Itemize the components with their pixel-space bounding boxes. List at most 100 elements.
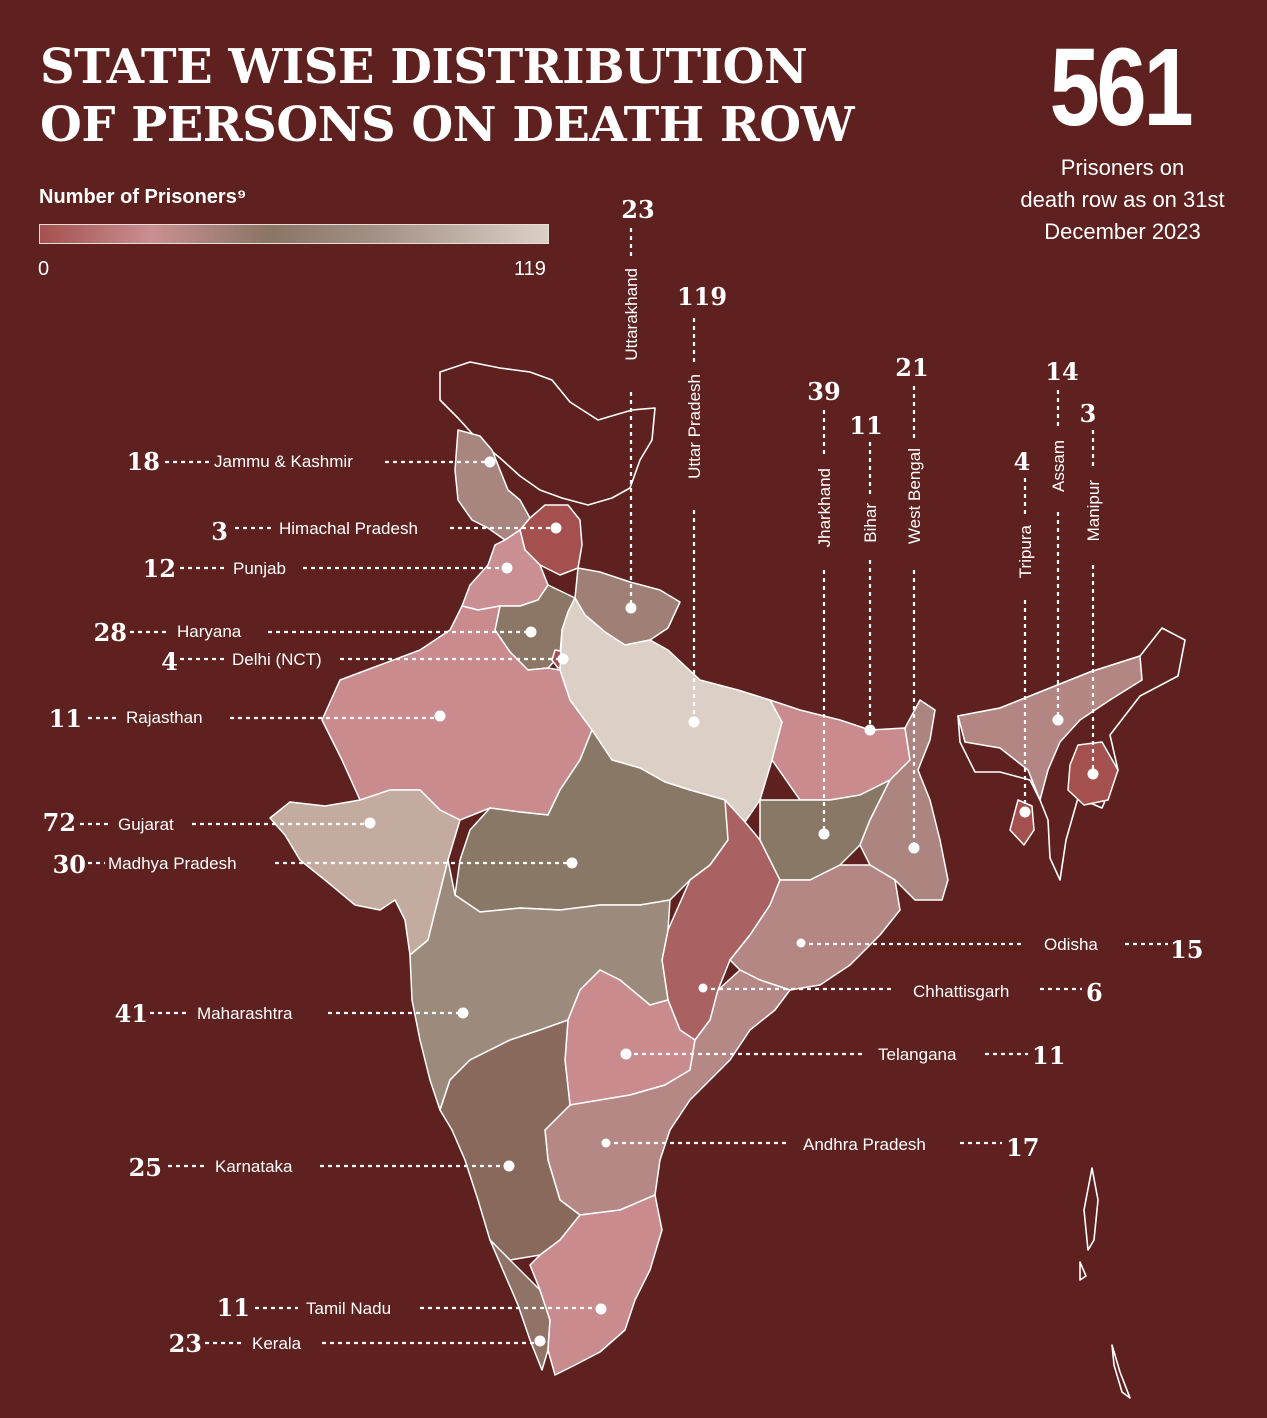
value-telangana: 11 [1032, 1041, 1065, 1070]
marker-assam [1052, 714, 1064, 726]
state-jammu-kashmir [454, 429, 531, 541]
marker-rajasthan [434, 710, 446, 722]
label-tripura: Tripura [1016, 524, 1035, 578]
value-kerala: 23 [169, 1329, 202, 1358]
marker-karnataka [503, 1160, 515, 1172]
state-assam [957, 655, 1143, 801]
state-gujarat [269, 789, 461, 956]
marker-punjab [501, 562, 513, 574]
label-jharkhand: Jharkhand [815, 468, 834, 547]
total-prisoners-value: 561 [1049, 26, 1194, 149]
state-labels: 18 Jammu & Kashmir 3 Himachal Pradesh 12… [43, 195, 1204, 1358]
label-assam: Assam [1049, 440, 1068, 492]
label-maharashtra: Maharashtra [197, 1004, 293, 1023]
label-manipur: Manipur [1084, 480, 1103, 542]
marker-uttar-pradesh [688, 716, 700, 728]
label-delhi: Delhi (NCT) [232, 650, 322, 669]
legend-title: Number of Prisoners⁹ [39, 186, 247, 208]
marker-maharashtra [457, 1007, 469, 1019]
marker-tripura [1019, 806, 1031, 818]
label-chhattisgarh: Chhattisgarh [913, 982, 1009, 1001]
value-madhya-pradesh: 30 [53, 850, 86, 879]
legend-min-label: 0 [38, 258, 50, 280]
value-andhra-pradesh: 17 [1006, 1133, 1039, 1162]
state-andhra-pradesh [544, 969, 791, 1216]
label-haryana: Haryana [177, 622, 242, 641]
label-tamil-nadu: Tamil Nadu [306, 1299, 391, 1318]
marker-west-bengal [908, 842, 920, 854]
state-markers [364, 456, 1099, 1347]
page-title: STATE WISE DISTRIBUTION OF PERSONS ON DE… [40, 38, 920, 154]
title-line-2: OF PERSONS ON DEATH ROW [40, 97, 855, 153]
value-jharkhand: 39 [807, 377, 840, 406]
marker-andhra-pradesh [601, 1138, 611, 1148]
state-odisha [729, 864, 901, 991]
label-andhra-pradesh: Andhra Pradesh [803, 1135, 926, 1154]
label-bihar: Bihar [861, 503, 880, 543]
caption-line-3: December 2023 [1044, 219, 1201, 244]
label-uttarakhand: Uttarakhand [622, 268, 641, 361]
value-chhattisgarh: 6 [1086, 978, 1103, 1007]
marker-gujarat [364, 817, 376, 829]
label-kerala: Kerala [252, 1334, 302, 1353]
marker-tamil-nadu [595, 1303, 607, 1315]
state-tripura [1009, 799, 1035, 846]
value-west-bengal: 21 [895, 353, 928, 382]
states-layer [269, 429, 1143, 1376]
value-haryana: 28 [94, 618, 127, 647]
value-uttarakhand: 23 [621, 195, 654, 224]
marker-jharkhand [818, 828, 830, 840]
value-assam: 14 [1045, 357, 1078, 386]
marker-delhi [557, 653, 569, 665]
label-himachal-pradesh: Himachal Pradesh [279, 519, 418, 538]
value-manipur: 3 [1080, 399, 1097, 428]
label-uttar-pradesh: Uttar Pradesh [685, 374, 704, 479]
marker-kerala [534, 1335, 546, 1347]
marker-madhya-pradesh [566, 857, 578, 869]
marker-chhattisgarh [698, 983, 708, 993]
value-uttar-pradesh: 119 [677, 282, 727, 311]
value-punjab: 12 [143, 554, 176, 583]
title-line-1: STATE WISE DISTRIBUTION [40, 39, 808, 95]
label-jammu-kashmir: Jammu & Kashmir [214, 452, 353, 471]
state-west-bengal [859, 699, 949, 901]
label-odisha: Odisha [1044, 935, 1098, 954]
label-punjab: Punjab [233, 559, 286, 578]
value-himachal-pradesh: 3 [211, 517, 228, 546]
state-karnataka [439, 1019, 581, 1261]
value-gujarat: 72 [43, 808, 76, 837]
label-rajasthan: Rajasthan [126, 708, 203, 727]
value-odisha: 15 [1170, 935, 1203, 964]
value-delhi: 4 [161, 647, 178, 676]
andaman-islands-outline [1079, 1167, 1131, 1399]
legend-color-scale [39, 224, 549, 244]
label-telangana: Telangana [878, 1045, 957, 1064]
caption-line-1: Prisoners on [1060, 155, 1185, 180]
value-tamil-nadu: 11 [217, 1293, 250, 1322]
marker-odisha [796, 938, 806, 948]
state-tamil-nadu [529, 1194, 663, 1376]
value-bihar: 11 [849, 411, 882, 440]
marker-uttarakhand [625, 602, 637, 614]
label-gujarat: Gujarat [118, 815, 174, 834]
marker-manipur [1087, 768, 1099, 780]
marker-bihar [864, 724, 876, 736]
legend-max-label: 119 [514, 258, 546, 280]
label-karnataka: Karnataka [215, 1157, 293, 1176]
value-maharashtra: 41 [115, 999, 148, 1028]
marker-jammu-kashmir [484, 456, 496, 468]
value-karnataka: 25 [129, 1153, 162, 1182]
northeast-outline [957, 627, 1186, 881]
leader-lines [80, 228, 1168, 1345]
value-rajasthan: 11 [49, 704, 82, 733]
caption-line-2: death row as on 31st [1020, 187, 1225, 212]
marker-himachal-pradesh [550, 522, 562, 534]
label-madhya-pradesh: Madhya Pradesh [108, 854, 237, 873]
label-west-bengal: West Bengal [905, 448, 924, 544]
value-tripura: 4 [1014, 447, 1031, 476]
total-prisoners-caption: Prisoners on death row as on 31st Decemb… [990, 152, 1255, 248]
marker-telangana [620, 1048, 632, 1060]
marker-haryana [525, 626, 537, 638]
value-jammu-kashmir: 18 [127, 447, 160, 476]
